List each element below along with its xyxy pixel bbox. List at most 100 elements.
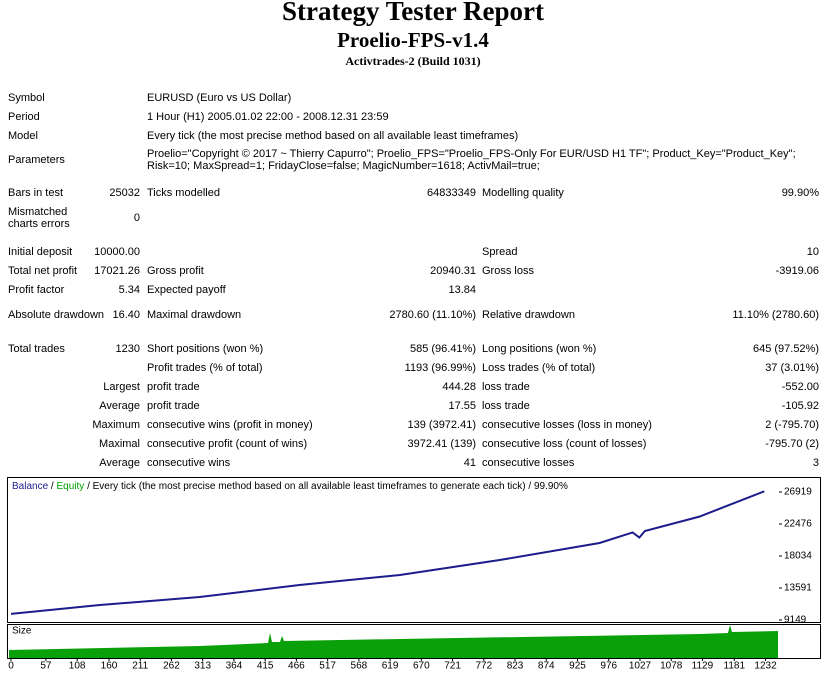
stat-value: 5.34 (119, 284, 140, 296)
stat-value: 3 (813, 457, 819, 469)
stat-label: Modelling quality (482, 187, 564, 199)
y-tick-label: 13591 (784, 583, 812, 594)
stat-label: consecutive losses (482, 457, 575, 469)
legend-separator: / (87, 481, 90, 492)
stat-label: consecutive wins (profit in money) (147, 419, 313, 431)
stat-label: consecutive loss (count of losses) (482, 438, 646, 450)
setting-value: 1 Hour (H1) 2005.01.02 22:00 - 2008.12.3… (147, 111, 389, 123)
x-tick-label: 1078 (660, 661, 683, 672)
setting-label: Symbol (8, 92, 45, 104)
x-tick-label: 1181 (724, 661, 746, 672)
x-tick-label: 415 (257, 661, 274, 672)
x-tick-label: 1232 (754, 661, 777, 672)
stat-value: 10000.00 (94, 246, 140, 258)
x-tick-label: 670 (413, 661, 430, 672)
stat-value: 2 (-795.70) (765, 419, 819, 431)
x-tick-label: 568 (351, 661, 368, 672)
size-label: Size (12, 626, 32, 637)
setting-value: Every tick (the most precise method base… (147, 130, 518, 142)
x-tick-label: 160 (101, 661, 118, 672)
stat-value: 2780.60 (11.10%) (389, 309, 476, 321)
x-tick-label: 364 (226, 661, 243, 672)
setting-value: Proelio="Copyright © 2017 ~ Thierry Capu… (147, 148, 796, 160)
y-tick-label: 18034 (784, 551, 812, 562)
stat-value: Average (99, 400, 140, 412)
stat-value: 25032 (109, 187, 140, 199)
y-tick-label: 26919 (784, 487, 812, 498)
stat-label: Initial deposit (8, 246, 72, 258)
x-tick-label: 823 (507, 661, 524, 672)
x-tick-label: 517 (319, 661, 336, 672)
x-tick-label: 925 (569, 661, 586, 672)
setting-label: Parameters (8, 154, 65, 166)
legend-quality: 99.90% (534, 481, 568, 492)
stat-value: 99.90% (782, 187, 820, 199)
x-tick-label: 874 (538, 661, 555, 672)
stat-value: 0 (134, 212, 140, 224)
x-tick-label: 1129 (692, 661, 714, 672)
x-tick-label: 1027 (629, 661, 652, 672)
stat-value: Maximum (92, 419, 140, 431)
stat-value: 585 (96.41%) (410, 343, 476, 355)
stat-value: 11.10% (2780.60) (732, 309, 819, 321)
report-title: Strategy Tester Report (282, 0, 544, 26)
x-tick-label: 262 (163, 661, 180, 672)
stat-label: Profit trades (% of total) (147, 362, 263, 374)
setting-value: Risk=10; MaxSpread=1; FridayClose=false;… (147, 160, 540, 172)
setting-label: Period (8, 111, 40, 123)
stat-label: Ticks modelled (147, 187, 220, 199)
stat-value: 645 (97.52%) (753, 343, 819, 355)
stat-label: consecutive profit (count of wins) (147, 438, 307, 450)
stat-value: 17.55 (448, 400, 476, 412)
stat-value: 64833349 (427, 187, 476, 199)
stat-value: Average (99, 457, 140, 469)
stat-value: 41 (464, 457, 476, 469)
stat-value: 1230 (116, 343, 140, 355)
stat-value: 16.40 (112, 309, 140, 321)
stat-value: 1193 (96.99%) (405, 362, 476, 374)
balance-line (10, 490, 765, 615)
stat-value: 13.84 (448, 284, 476, 296)
stat-value: -552.00 (782, 381, 819, 393)
stat-label: Total net profit (8, 265, 77, 277)
legend-separator: / (528, 481, 531, 492)
size-bars (9, 625, 778, 658)
x-tick-label: 313 (194, 661, 211, 672)
x-tick-label: 619 (382, 661, 399, 672)
stat-label: Relative drawdown (482, 309, 575, 321)
stat-label: Total trades (8, 343, 65, 355)
x-tick-label: 772 (475, 661, 492, 672)
stat-value: 10 (807, 246, 819, 258)
legend-description: Every tick (the most precise method base… (93, 481, 526, 492)
stat-value: -105.92 (782, 400, 819, 412)
stat-label: Expected payoff (147, 284, 227, 296)
x-tick-label: 976 (600, 661, 617, 672)
server-name: Activtrades-2 (Build 1031) (345, 54, 480, 68)
stat-value: 17021.26 (94, 265, 140, 277)
legend-balance: Balance (12, 481, 49, 492)
stat-label: Profit factor (8, 284, 65, 296)
stat-label: Mismatched charts errors (8, 206, 70, 230)
setting-label: Model (8, 130, 38, 142)
x-tick-label: 0 (8, 661, 14, 672)
stat-label: loss trade (482, 381, 530, 393)
stat-value: 444.28 (442, 381, 476, 393)
legend-equity: Equity (56, 481, 84, 492)
expert-name: Proelio-FPS-v1.4 (337, 28, 489, 52)
stat-value: -795.70 (2) (765, 438, 819, 450)
chart-frame (7, 477, 821, 623)
stat-label: Gross profit (147, 265, 204, 277)
stat-label: Long positions (won %) (482, 343, 596, 355)
legend-separator: / (51, 481, 54, 492)
stat-value: 37 (3.01%) (765, 362, 819, 374)
x-tick-label: 57 (40, 661, 52, 672)
x-tick-label: 211 (132, 661, 148, 672)
stat-label: profit trade (147, 381, 200, 393)
stat-label: profit trade (147, 400, 200, 412)
stat-label: Spread (482, 246, 517, 258)
y-tick-label: 22476 (784, 519, 812, 530)
stat-label: consecutive losses (loss in money) (482, 419, 652, 431)
x-tick-label: 108 (69, 661, 86, 672)
stat-label: Absolute drawdown (8, 309, 104, 321)
